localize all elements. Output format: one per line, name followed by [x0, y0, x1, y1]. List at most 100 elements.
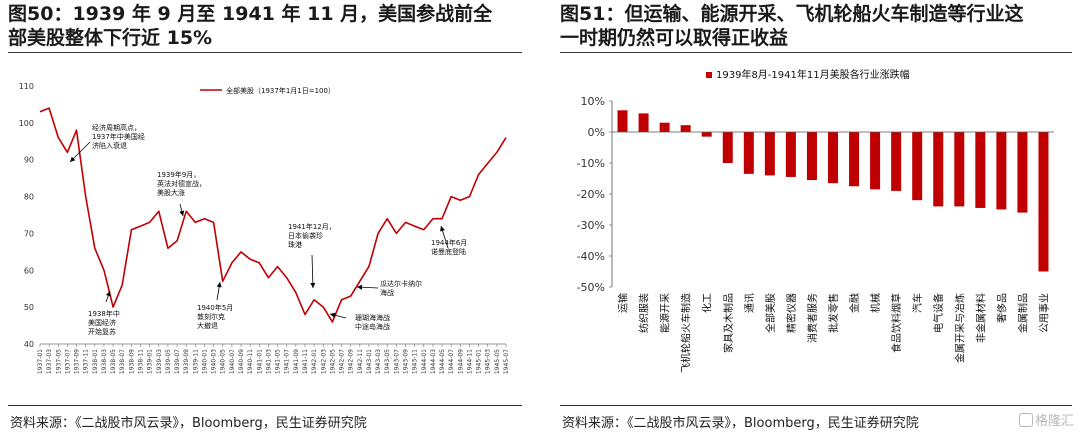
x-tick-label: 消费者服务: [806, 293, 819, 343]
x-tick-label: 1937-01: [37, 349, 44, 374]
x-tick-label: 通讯: [744, 293, 756, 313]
x-tick-label: 奢侈品: [995, 293, 1008, 323]
left-title-line1: 图50：1939 年 9 月至 1941 年 11 月，美国参战前全: [8, 3, 493, 25]
annotation-text: 经济周期高点， 1937年中美国经济陷入衰退: [92, 123, 145, 150]
x-tick-label: 1937-09: [74, 349, 81, 374]
annotation-arrowhead: [330, 312, 336, 318]
watermark-logo-icon: [1018, 413, 1033, 427]
y-tick-label: 0%: [588, 126, 605, 139]
annotation: 1938年中美国经济开始复苏: [88, 290, 120, 336]
bar: [828, 132, 838, 184]
series-line: [39, 107, 507, 323]
x-tick-label: 1939-01: [147, 349, 154, 374]
x-tick-label: 1940-01: [201, 349, 208, 374]
right-figure-title: 图51：但运输、能源开采、飞机轮船火车制造等行业这 一时期仍然可以取得正收益: [560, 2, 1080, 50]
x-tick-label: 电气设备: [932, 293, 945, 333]
x-tick-label: 1944-07: [448, 349, 455, 374]
x-tick-label: 1940-03: [211, 349, 218, 374]
x-tick-label: 1945-01: [476, 349, 483, 374]
right-source: 资料来源：《二战股市风云录》，Bloomberg，民生证券研究院: [562, 416, 919, 431]
y-tick-label: -30%: [577, 219, 605, 232]
left-figure-title: 图50：1939 年 9 月至 1941 年 11 月，美国参战前全 部美股整体…: [8, 2, 528, 50]
x-tick-label: 1943-07: [393, 349, 400, 374]
x-tick-label: 1944-01: [421, 349, 428, 374]
left-title-line2: 部美股整体下行近 15%: [8, 27, 213, 49]
x-tick-label: 1943-11: [412, 349, 419, 374]
watermark-text: 格隆汇: [1034, 414, 1074, 429]
watermark: 格隆汇: [1018, 410, 1074, 429]
x-tick-label: 1945-05: [494, 349, 501, 374]
annotation-arrowhead: [357, 284, 363, 290]
x-tick-label: 1942-05: [329, 349, 336, 374]
x-tick-label: 机械: [869, 293, 882, 313]
x-tick-label: 能源开采: [659, 293, 672, 333]
x-tick-label: 化工: [701, 293, 714, 313]
bar: [785, 132, 796, 177]
x-tick-label: 1937-05: [55, 349, 62, 374]
x-tick-label: 1939-07: [174, 349, 181, 374]
x-tick-label: 1939-03: [156, 349, 163, 374]
annotation-text: 瓜达尔卡纳尔海战: [380, 279, 422, 297]
x-tick-label: 非金属材料: [974, 293, 987, 343]
x-tick-label: 1942-11: [357, 349, 364, 374]
x-tick-label: 1944-03: [430, 349, 437, 374]
y-tick-label: 110: [19, 82, 34, 91]
x-tick-label: 1938-03: [101, 349, 108, 374]
right-title-line1: 图51：但运输、能源开采、飞机轮船火车制造等行业这: [560, 3, 1024, 25]
x-tick-label: 纺织服装: [638, 293, 651, 333]
bar: [849, 132, 860, 187]
annotation-arrowhead: [440, 226, 445, 232]
x-tick-label: 家具及木制品: [722, 293, 735, 353]
x-tick-label: 1941-05: [275, 349, 282, 374]
x-tick-label: 1944-09: [457, 349, 464, 374]
x-tick-label: 1942-01: [311, 349, 318, 374]
bar: [701, 132, 712, 137]
bar: [996, 132, 1007, 210]
y-tick-label: 60: [24, 266, 34, 275]
x-tick-label: 汽车: [911, 293, 924, 313]
legend-label: 全部美股（1937年1月1日=100）: [226, 86, 335, 95]
right-title-rule: [560, 52, 1072, 53]
y-tick-label: -10%: [577, 157, 605, 170]
bar: [954, 132, 965, 207]
bar: [680, 125, 691, 132]
x-tick-label: 1940-07: [229, 349, 236, 374]
bar: [912, 132, 923, 201]
x-tick-label: 1938-05: [110, 349, 117, 374]
x-tick-label: 1941-09: [293, 349, 300, 374]
bar: [870, 132, 881, 190]
x-tick-label: 飞机轮船火车制造: [680, 293, 693, 373]
annotation-arrow: [311, 254, 314, 289]
bar: [806, 132, 817, 181]
annotation-text: 1940年5月敦刻尔克大撤退: [197, 303, 233, 330]
x-tick-label: 1943-05: [384, 349, 391, 374]
legend-swatch: [706, 72, 712, 78]
x-tick-label: 1941-01: [256, 349, 263, 374]
right-title-line2: 一时期仍然可以取得正收益: [560, 27, 789, 49]
x-tick-label: 1938-09: [128, 349, 135, 374]
y-tick-label: 10%: [581, 95, 605, 108]
right-source-rule: [560, 405, 1072, 406]
bar: [975, 132, 986, 208]
x-tick-label: 1942-03: [320, 349, 327, 374]
bar: [764, 132, 775, 176]
x-tick-label: 1939-09: [183, 349, 190, 374]
x-tick-label: 1937-07: [64, 349, 71, 374]
annotation: 珊瑚海海战中途岛海战: [329, 312, 390, 331]
annotation-text: 1944年6月诺曼底登陆: [431, 238, 467, 256]
y-tick-label: -40%: [577, 250, 605, 263]
y-tick-label: 50: [24, 303, 34, 312]
x-tick-label: 1937-11: [83, 349, 90, 374]
bar: [638, 113, 649, 132]
x-tick-label: 运输: [617, 293, 630, 313]
right-panel: 图51：但运输、能源开采、飞机轮船火车制造等行业这 一时期仍然可以取得正收益 1…: [552, 0, 1080, 434]
annotation-text: 1938年中美国经济开始复苏: [88, 309, 120, 336]
annotation: 1939年9月，英法对德宣战，美股大涨: [157, 170, 206, 217]
bar: [891, 132, 902, 191]
x-tick-label: 精密仪器: [785, 293, 798, 333]
y-tick-label: 100: [19, 119, 34, 128]
x-tick-label: 1945-03: [485, 349, 492, 374]
left-source-rule: [8, 405, 522, 406]
left-title-rule: [8, 52, 522, 53]
